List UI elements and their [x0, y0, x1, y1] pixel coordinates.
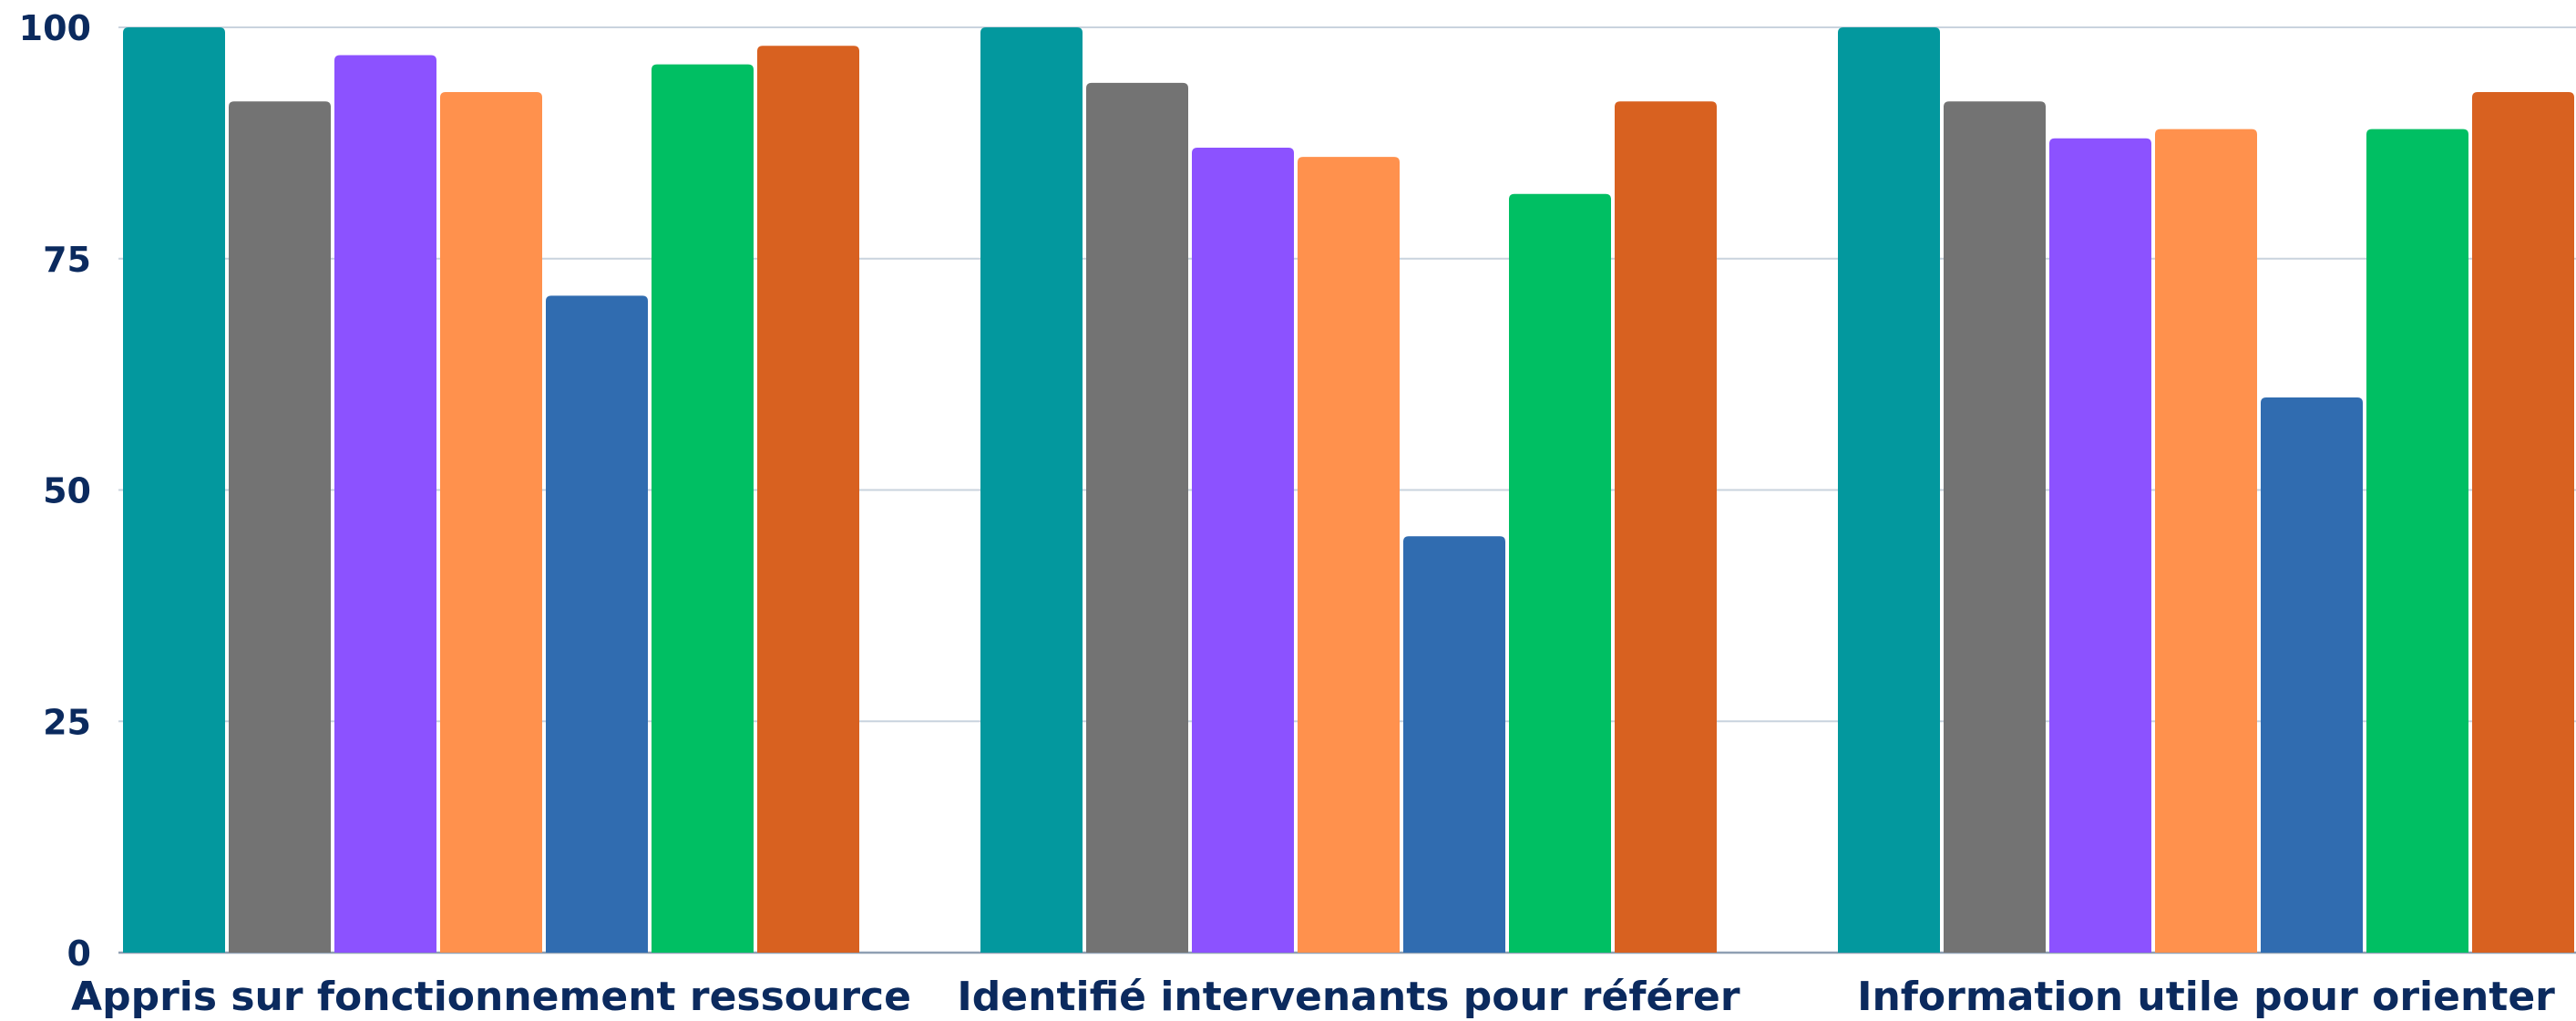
y-tick-label: 100	[19, 8, 91, 48]
bar-cat2-s1	[980, 27, 1083, 953]
x-axis-category-labels: Appris sur fonctionnement ressource Ident…	[71, 974, 2555, 1020]
bar-cat3-s1	[1838, 27, 1940, 953]
y-tick-label: 75	[43, 240, 91, 280]
bars	[123, 27, 2574, 954]
bar-cat3-s7	[2472, 92, 2574, 954]
bar-cat3-s4	[2155, 129, 2257, 953]
y-tick-label: 0	[67, 933, 91, 974]
bar-cat1-s7	[757, 46, 859, 954]
bar-cat2-s2	[1086, 82, 1188, 953]
bar-cat3-s5	[2261, 397, 2363, 953]
bar-cat2-s6	[1509, 193, 1611, 953]
y-tick-label: 50	[43, 471, 91, 511]
bar-cat1-s3	[334, 55, 436, 953]
bar-cat2-s7	[1615, 101, 1717, 953]
bar-cat1-s2	[229, 101, 331, 953]
bar-cat2-s5	[1403, 536, 1505, 953]
bar-cat3-s2	[1944, 101, 2046, 953]
bar-cat1-s4	[440, 92, 542, 954]
bar-cat1-s5	[546, 295, 648, 954]
bar-cat2-s4	[1298, 157, 1400, 954]
x-category-label: Information utile pour orienter	[1857, 974, 2555, 1020]
y-axis-tick-labels: 0 25 50 75 100	[19, 8, 91, 974]
x-category-label: Identifié intervenants pour référer	[957, 974, 1740, 1020]
y-tick-label: 25	[43, 702, 91, 742]
bar-cat3-s6	[2366, 129, 2468, 953]
x-category-label: Appris sur fonctionnement ressource	[71, 974, 911, 1020]
bar-cat1-s6	[652, 64, 754, 954]
bar-cat2-s3	[1192, 147, 1294, 953]
bar-cat3-s3	[2049, 138, 2151, 954]
bar-cat1-s1	[123, 27, 225, 953]
